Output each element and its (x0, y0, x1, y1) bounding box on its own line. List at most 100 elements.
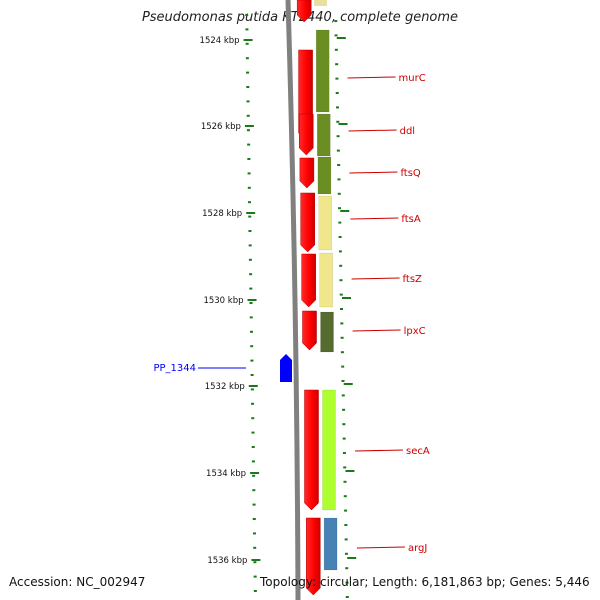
gene-label-ddl: ddl (400, 126, 415, 137)
minor-tick (345, 596, 349, 598)
major-tick (244, 125, 254, 127)
minor-tick (245, 14, 249, 16)
major-tick (336, 37, 346, 39)
minor-tick (338, 250, 342, 253)
minor-tick (343, 466, 347, 469)
minor-tick (248, 244, 252, 247)
minor-tick (340, 336, 344, 339)
gene-leader-line (352, 329, 401, 332)
minor-tick (249, 302, 253, 304)
minor-tick (249, 330, 253, 333)
minor-tick (250, 359, 254, 362)
minor-tick (247, 186, 251, 189)
gene-label-murC: murC (399, 73, 426, 84)
minor-tick (249, 316, 253, 319)
minor-tick (335, 77, 339, 80)
minor-tick (341, 394, 345, 397)
minor-tick (341, 365, 345, 368)
major-tick (246, 212, 256, 214)
minor-tick (334, 34, 338, 37)
position-label: 1526 kbp (201, 122, 241, 132)
minor-tick (342, 452, 346, 454)
minor-tick (252, 503, 256, 506)
gene-leader-line (347, 76, 396, 79)
gene-label-pp_1344: PP_1344 (153, 363, 196, 374)
major-tick (248, 385, 258, 387)
gene-label-secA: secA (406, 446, 430, 457)
accession-label: Accession: NC_002947 (9, 575, 146, 589)
minor-tick (344, 552, 348, 555)
gene-labels: murC ddl ftsQ ftsA ftsZ lpxC secA argJ PP_1344 (153, 73, 429, 554)
cog-bar (314, 0, 327, 6)
minor-tick (340, 308, 344, 310)
minor-tick (248, 215, 252, 218)
minor-tick (251, 417, 255, 420)
cds-arrow (299, 157, 315, 189)
cds-arrow (302, 310, 317, 351)
minor-tick (336, 120, 340, 123)
cds-arrow (296, 0, 312, 23)
cog-bar (315, 29, 330, 113)
major-tick (345, 470, 355, 472)
minor-tick (246, 86, 250, 88)
gene-leader-line (349, 171, 398, 174)
minor-tick (247, 172, 251, 175)
cds-arrow (298, 113, 314, 156)
minor-tick (245, 28, 249, 31)
major-tick (243, 39, 253, 41)
minor-tick (253, 546, 257, 549)
minor-tick (253, 575, 257, 578)
minor-tick (246, 114, 250, 117)
minor-tick (338, 236, 342, 238)
position-label: 1528 kbp (202, 209, 242, 219)
minor-tick (335, 63, 339, 66)
major-tick (340, 210, 350, 212)
gene-leader-line (348, 129, 397, 132)
minor-tick (345, 581, 349, 584)
minor-tick (246, 129, 250, 132)
minor-tick (343, 480, 347, 483)
minor-tick (251, 431, 255, 434)
gene-leader-line (354, 449, 404, 452)
major-tick (347, 557, 357, 559)
minor-tick (251, 402, 255, 405)
minor-tick (334, 20, 338, 22)
minor-tick (249, 273, 253, 276)
minor-tick (338, 221, 342, 224)
minor-tick (250, 388, 254, 391)
minor-tick (336, 149, 340, 152)
major-tick (338, 123, 348, 125)
minor-tick (336, 106, 340, 109)
position-label: 1524 kbp (200, 36, 240, 46)
minor-tick (250, 345, 254, 348)
minor-tick (246, 100, 250, 103)
minor-tick (340, 322, 344, 325)
minor-tick (337, 178, 341, 181)
cds-arrow (300, 192, 315, 253)
gene-leader-line (356, 546, 405, 549)
minor-tick (344, 524, 348, 526)
gene-label-ftsQ: ftsQ (400, 168, 420, 179)
minor-tick (248, 230, 252, 232)
cog-bar (322, 389, 336, 511)
minor-tick (342, 423, 346, 426)
minor-tick (250, 374, 254, 376)
cog-bar (317, 113, 331, 157)
gene-leader-line (351, 277, 400, 280)
minor-tick (342, 437, 346, 440)
minor-tick (334, 48, 338, 51)
gene-label-argJ: argJ (408, 543, 427, 554)
scale-ticks (243, 14, 357, 598)
gene-label-ftsA: ftsA (401, 214, 420, 225)
minor-tick (337, 192, 341, 195)
minor-tick (343, 495, 347, 498)
minor-tick (251, 460, 255, 463)
minor-tick (345, 567, 349, 570)
cog-bar (319, 252, 333, 308)
major-tick (343, 383, 353, 385)
minor-tick (338, 207, 342, 210)
minor-tick (342, 408, 346, 411)
minor-tick (252, 489, 256, 492)
cds-track (280, 0, 321, 596)
minor-tick (252, 474, 256, 477)
